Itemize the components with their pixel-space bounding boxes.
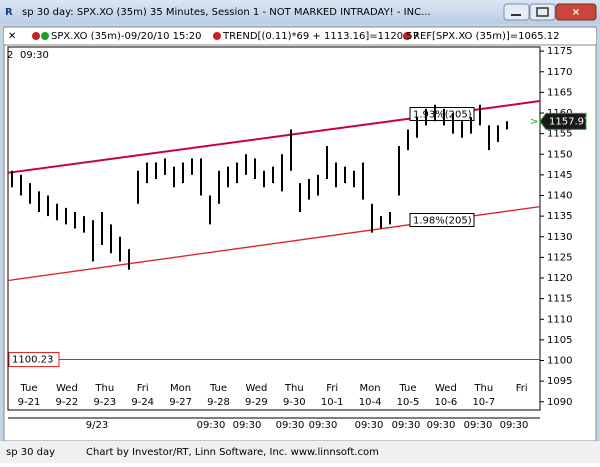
app-icon: R — [5, 7, 13, 18]
maximize-icon — [536, 7, 549, 17]
y-tick-label: 1170 — [547, 67, 572, 78]
x-day-label: 9-22 — [56, 397, 79, 408]
x-time-label: 09:30 — [309, 420, 338, 431]
x-day-label: 10-4 — [359, 397, 382, 408]
corner-label: 2 — [7, 50, 13, 61]
x-time-label: 09:30 — [427, 420, 456, 431]
info-ref: REF[SPX.XO (35m)]=1065.12 — [413, 31, 560, 42]
x-day-label: Tue — [398, 383, 416, 394]
x-day-label: Wed — [56, 383, 78, 394]
y-tick-label: 1140 — [547, 191, 572, 202]
ref-label: 1100.23 — [12, 355, 53, 366]
info-dot — [213, 32, 221, 40]
x-day-label: 10-5 — [397, 397, 420, 408]
y-tick-label: 1090 — [547, 397, 572, 408]
title-bar — [0, 0, 600, 24]
y-tick-label: 1095 — [547, 376, 572, 387]
x-day-label: 10-7 — [472, 397, 495, 408]
x-day-label: 9-21 — [18, 397, 41, 408]
info-x: ✕ — [8, 31, 16, 42]
y-tick-label: 1115 — [547, 294, 572, 305]
x-time-label: 09:30 — [355, 420, 384, 431]
trend-label: 1.98%(205) — [413, 216, 472, 227]
x-day-label: 10-1 — [321, 397, 344, 408]
x-day-label: Mon — [360, 383, 381, 394]
x-day-label: 9-23 — [93, 397, 116, 408]
trend-label: 1.93%(205) — [413, 110, 472, 121]
x-time-label: 09:30 — [276, 420, 305, 431]
x-time-label: 09:30 — [500, 420, 529, 431]
last-marker — [539, 112, 587, 130]
y-tick-label: 1155 — [547, 129, 572, 140]
x-time-label: 9/23 — [86, 420, 108, 431]
x-time-label: 09:30 — [464, 420, 493, 431]
x-day-label: Thu — [94, 383, 114, 394]
x-day-label: 10-6 — [435, 397, 458, 408]
x-day-label: Fri — [516, 383, 528, 394]
window-title: sp 30 day: SPX.XO (35m) 35 Minutes, Sess… — [22, 7, 431, 18]
x-day-label: Wed — [435, 383, 457, 394]
x-day-label: Fri — [326, 383, 338, 394]
y-tick-label: 1165 — [547, 87, 572, 98]
y-tick-label: 1100 — [547, 356, 572, 367]
y-tick-label: 1145 — [547, 170, 572, 181]
plot-area — [7, 46, 541, 411]
trend-label-box — [409, 213, 475, 228]
last-arrow: > — [530, 116, 538, 127]
x-day-label: 9-30 — [283, 397, 306, 408]
x-day-label: Wed — [245, 383, 267, 394]
y-tick-label: 1135 — [547, 211, 572, 222]
last-label: 1157.97 — [549, 116, 590, 127]
y-tick-label: 1110 — [547, 314, 572, 325]
x-time-label: 09:30 — [197, 420, 226, 431]
x-day-label: Mon — [170, 383, 191, 394]
info-trend: TREND[(0.11)*69 + 1113.16]=1120.57 — [222, 31, 419, 42]
ref-label-box — [8, 352, 60, 368]
x-day-label: Thu — [284, 383, 304, 394]
info-symbol: SPX.XO (35m)-09/20/10 15:20 — [51, 31, 201, 42]
x-day-label: Fri — [137, 383, 149, 394]
close-icon: × — [572, 7, 580, 18]
info-dot — [403, 32, 411, 40]
y-tick-label: 1150 — [547, 149, 572, 160]
y-tick-label: 1105 — [547, 335, 572, 346]
x-time-label: 09:30 — [392, 420, 421, 431]
x-day-label: 9-24 — [131, 397, 154, 408]
x-day-label: Tue — [209, 383, 227, 394]
y-tick-label: 1130 — [547, 232, 572, 243]
status-bar — [0, 441, 600, 463]
y-tick-label: 1125 — [547, 252, 572, 263]
corner-label: 09:30 — [20, 50, 49, 61]
x-day-label: 9-29 — [245, 397, 268, 408]
close-button[interactable] — [555, 3, 597, 21]
status-credit: Chart by Investor/RT, Linn Software, Inc… — [86, 447, 379, 458]
y-tick-label: 1120 — [547, 273, 572, 284]
info-bar — [4, 28, 596, 44]
minimize-button[interactable] — [503, 3, 530, 21]
info-dot — [41, 32, 49, 40]
x-day-label: Tue — [19, 383, 37, 394]
x-day-label: Thu — [473, 383, 493, 394]
y-tick-label: 1175 — [547, 46, 572, 57]
info-dot — [32, 32, 40, 40]
status-label: sp 30 day — [6, 447, 55, 458]
x-time-label: 09:30 — [233, 420, 262, 431]
maximize-button[interactable] — [529, 3, 556, 21]
x-day-label: 9-27 — [169, 397, 192, 408]
x-day-label: 9-28 — [207, 397, 230, 408]
